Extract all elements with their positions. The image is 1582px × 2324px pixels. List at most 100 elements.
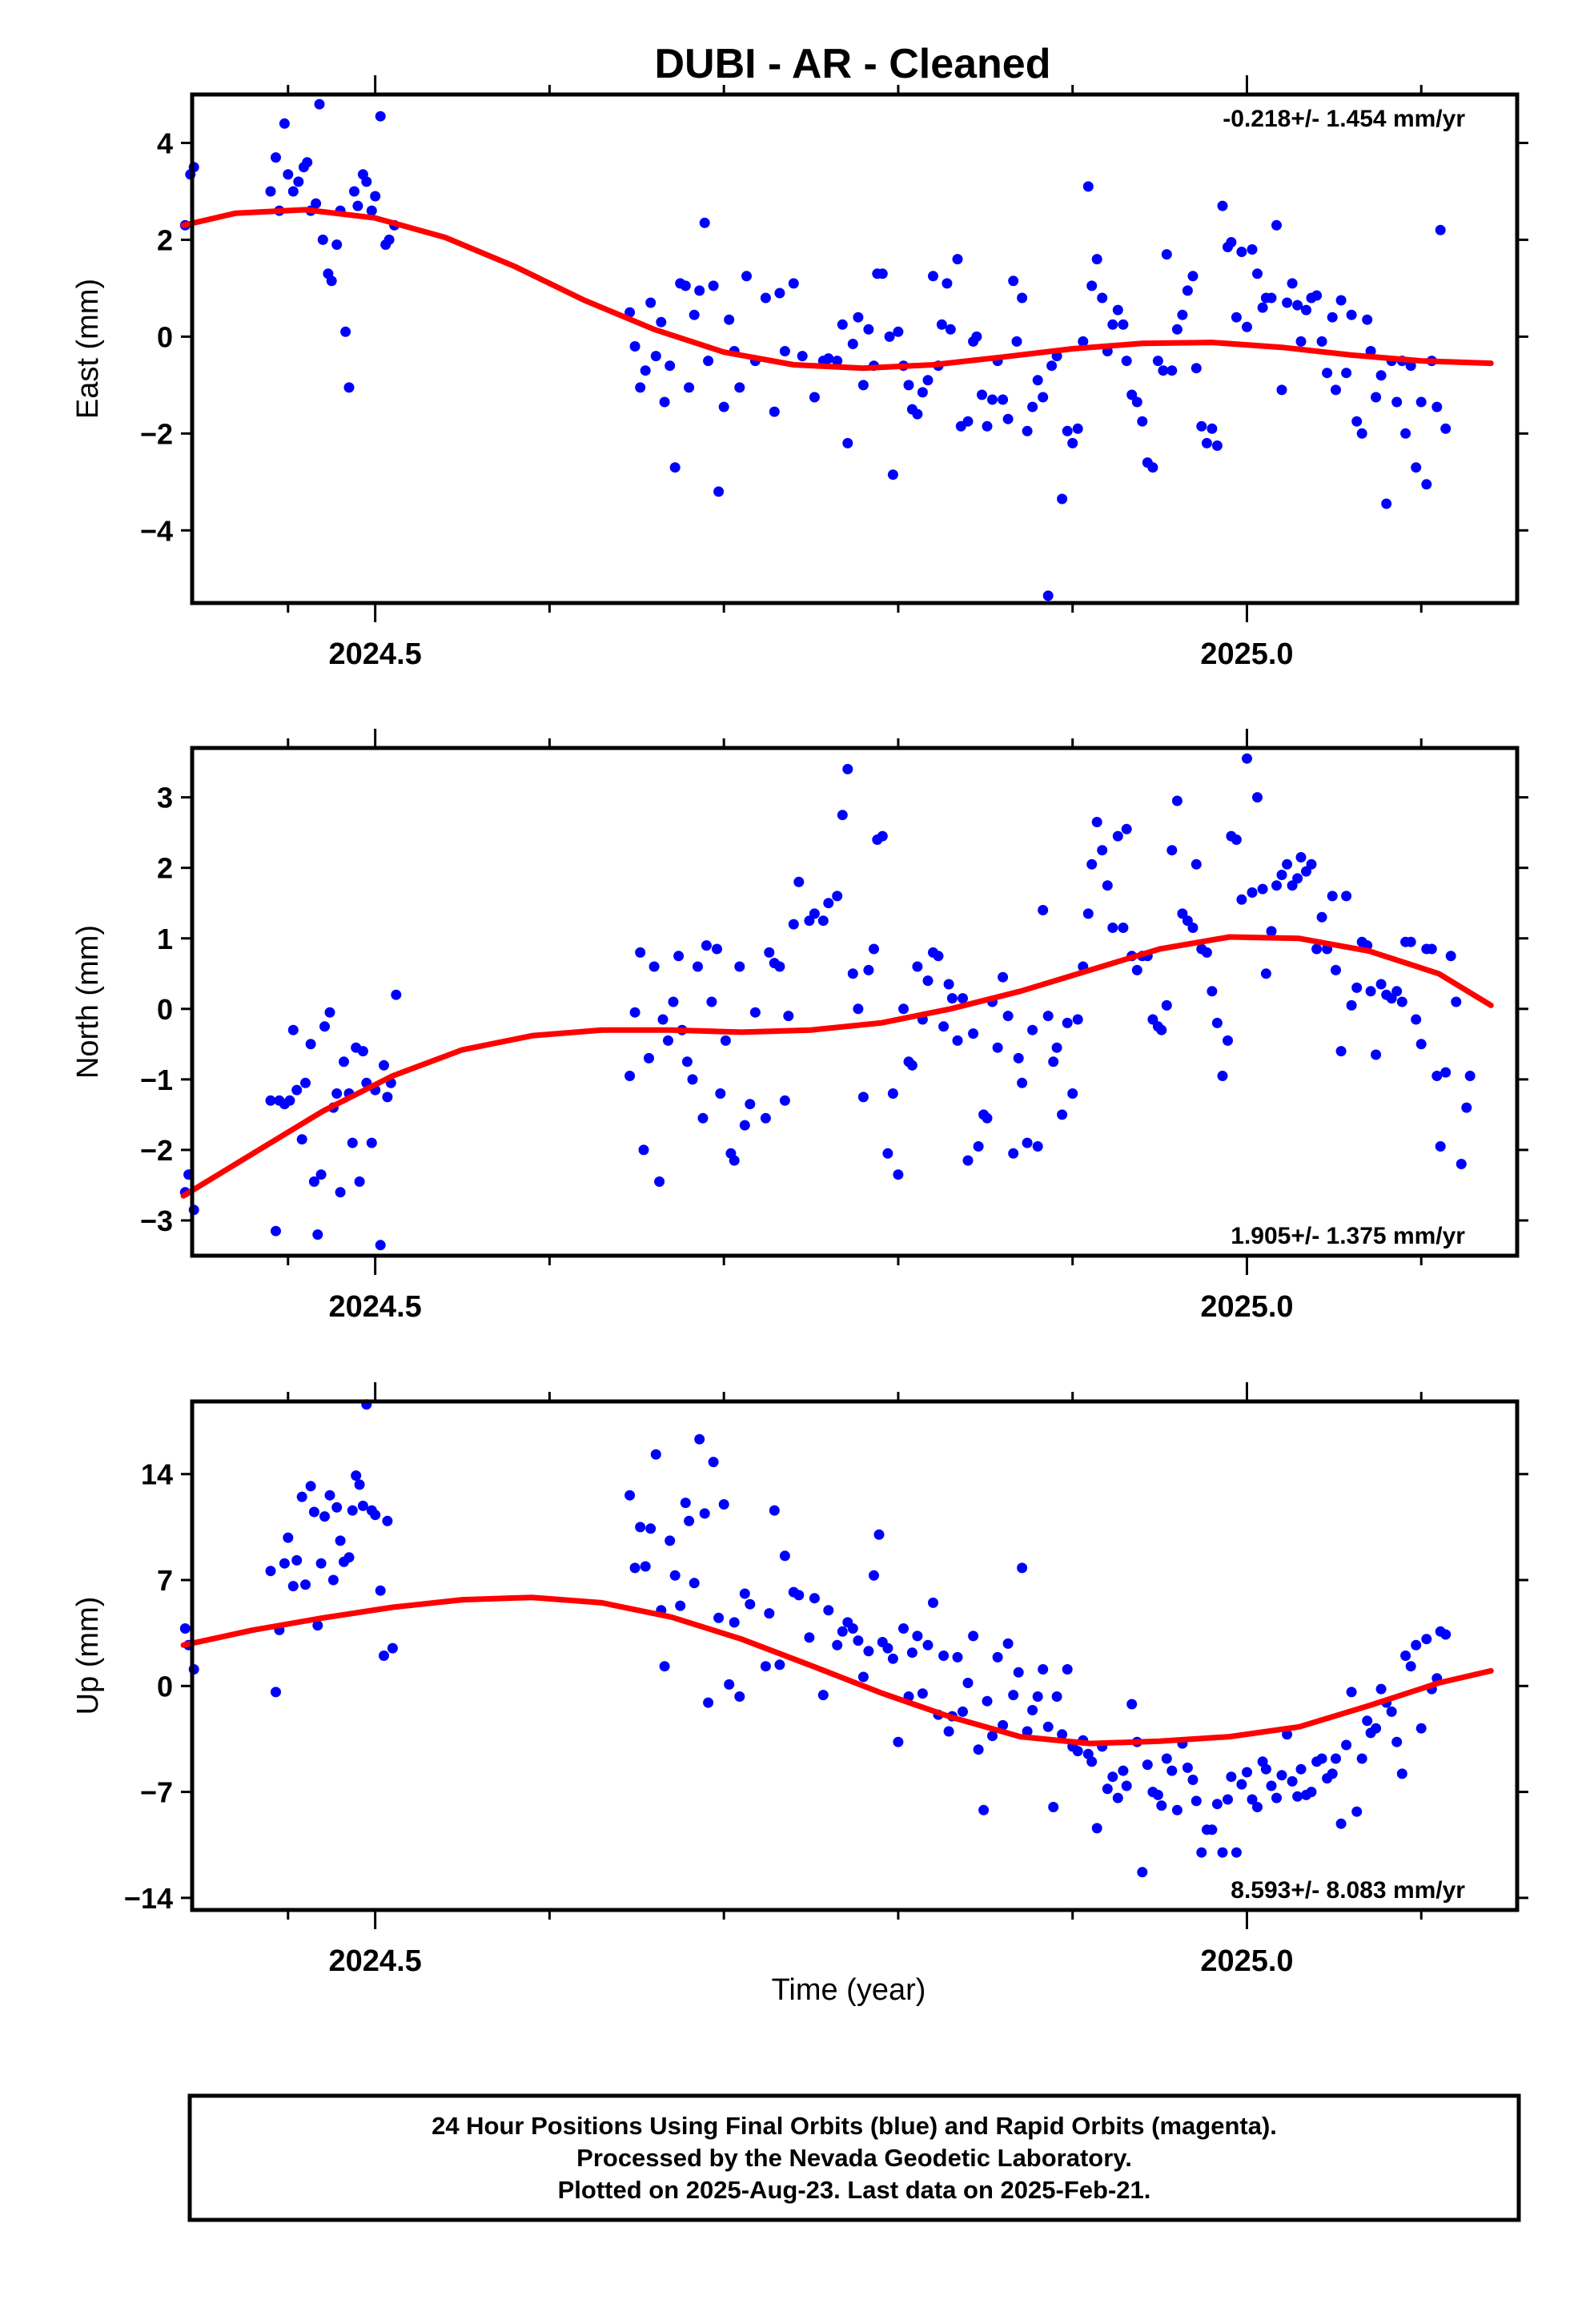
- east-data-point: [370, 191, 381, 202]
- up-data-point: [968, 1630, 979, 1642]
- up-data-point: [1316, 1753, 1327, 1764]
- up-data-point: [962, 1678, 974, 1688]
- up-data-point: [179, 1623, 191, 1634]
- north-x-tick-label: 2025.0: [1200, 1290, 1293, 1324]
- north-data-point: [1091, 817, 1102, 827]
- north-data-point: [1375, 979, 1387, 990]
- north-data-point: [687, 1074, 698, 1085]
- up-data-point: [1415, 1723, 1427, 1734]
- up-data-point: [1022, 1726, 1033, 1737]
- up-data-point: [375, 1585, 386, 1596]
- east-data-point: [987, 394, 998, 405]
- east-data-point: [1177, 309, 1188, 320]
- north-data-point: [305, 1039, 316, 1050]
- up-panel: 14 7 0 −7 −14 2024.5 2025.0 Up (mm) 8.593+/- 8.0…: [71, 1382, 1528, 1978]
- up-data-point: [684, 1515, 695, 1526]
- north-data-point: [958, 993, 968, 1004]
- east-data-point: [769, 406, 780, 417]
- up-data-point: [382, 1515, 393, 1526]
- east-data-point: [832, 356, 843, 367]
- north-data-point: [382, 1092, 393, 1103]
- north-data-point: [300, 1077, 311, 1088]
- north-data-point: [1082, 908, 1094, 919]
- east-data-point: [1247, 244, 1258, 255]
- up-data-point: [387, 1642, 398, 1654]
- north-data-point: [629, 1007, 640, 1018]
- north-data-point: [1118, 923, 1129, 933]
- east-data-point: [1351, 416, 1363, 427]
- north-data-point: [857, 1092, 869, 1103]
- north-data-point: [933, 951, 944, 962]
- north-data-point: [1451, 996, 1462, 1007]
- east-data-point: [1112, 304, 1123, 316]
- east-data-point: [1046, 360, 1058, 372]
- up-data-point: [659, 1661, 670, 1672]
- up-data-point: [1400, 1651, 1411, 1661]
- east-data-point: [629, 341, 640, 352]
- east-x-tick-label: 2024.5: [329, 637, 422, 671]
- north-data-point: [1051, 1042, 1062, 1053]
- north-data-point: [379, 1059, 389, 1071]
- north-data-point: [648, 961, 660, 972]
- north-data-point: [1266, 926, 1277, 937]
- east-data-point: [665, 360, 676, 372]
- north-data-point: [739, 1120, 750, 1131]
- north-data-point: [1102, 880, 1113, 891]
- north-data-point: [1121, 823, 1132, 834]
- east-data-point: [293, 176, 304, 187]
- up-data-point: [1375, 1683, 1387, 1695]
- north-data-point: [869, 943, 879, 955]
- east-data-point: [760, 292, 771, 304]
- up-data-point: [1351, 1806, 1363, 1817]
- up-data-point: [1236, 1779, 1247, 1790]
- north-data-point: [315, 1169, 327, 1180]
- north-data-point: [998, 971, 1009, 983]
- north-data-point: [1107, 923, 1118, 933]
- up-data-point: [1038, 1664, 1049, 1675]
- east-data-point: [311, 198, 322, 209]
- up-data-point: [893, 1736, 904, 1747]
- east-data-point: [366, 205, 377, 216]
- up-data-point: [1396, 1768, 1407, 1779]
- up-data-point: [650, 1449, 661, 1460]
- up-data-point: [1051, 1691, 1062, 1702]
- north-data-point: [663, 1035, 673, 1046]
- north-data-point: [331, 1088, 343, 1099]
- east-y-tick-label: 0: [157, 320, 173, 353]
- up-data-point: [645, 1523, 656, 1534]
- east-data-point: [1027, 401, 1038, 412]
- north-data-point: [946, 993, 958, 1004]
- north-data-point: [1260, 968, 1271, 979]
- east-data-point: [842, 437, 853, 448]
- north-data-point: [992, 1042, 1003, 1053]
- up-y-tick-label: 0: [157, 1670, 173, 1703]
- east-data-point: [1147, 462, 1158, 473]
- up-data-point: [1191, 1795, 1202, 1807]
- up-data-point: [1341, 1739, 1352, 1751]
- up-data-point: [857, 1671, 869, 1683]
- east-data-point: [837, 319, 848, 330]
- up-data-point: [809, 1593, 820, 1604]
- east-data-point: [922, 375, 934, 386]
- east-data-point: [1391, 396, 1403, 408]
- north-data-point: [271, 1225, 281, 1236]
- east-data-point: [383, 234, 395, 245]
- north-data-point: [715, 1088, 726, 1099]
- east-data-point: [1282, 297, 1293, 308]
- north-data-point: [668, 996, 679, 1007]
- footer-line-3: Plotted on 2025-Aug-23. Last data on 202…: [558, 2176, 1151, 2204]
- east-data-point: [650, 351, 661, 362]
- north-data-point: [291, 1084, 303, 1096]
- east-data-point: [877, 268, 888, 279]
- up-data-point: [998, 1719, 1009, 1731]
- up-data-point: [300, 1579, 311, 1590]
- up-data-point: [1287, 1775, 1298, 1787]
- east-data-point: [1311, 290, 1323, 301]
- up-plot-frame: [190, 1399, 1520, 1912]
- east-data-point: [912, 408, 923, 420]
- up-data-point: [837, 1626, 848, 1637]
- east-data-point: [1082, 181, 1094, 192]
- up-data-point: [1331, 1753, 1341, 1764]
- up-data-point: [1062, 1664, 1073, 1675]
